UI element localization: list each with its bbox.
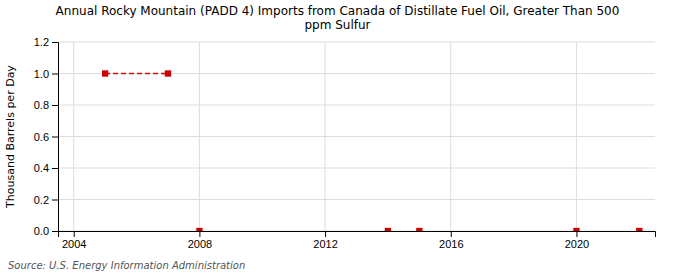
annotation: Source: U.S. Energy Information Administ… — [8, 260, 245, 271]
tick-mark — [576, 231, 577, 237]
tick-label: 0.6 — [34, 131, 49, 143]
tick-mark — [52, 105, 58, 106]
tick-mark — [74, 231, 75, 237]
tick-mark — [451, 231, 452, 237]
tick-label: 0.2 — [34, 194, 49, 206]
grid-line — [58, 168, 655, 169]
grid-line — [73, 42, 74, 231]
tick-label: 1.0 — [34, 68, 49, 80]
tick-label: 0.4 — [34, 162, 49, 174]
tick: 0.2 — [34, 194, 58, 206]
marks — [102, 70, 642, 231]
tick-label: 2012 — [313, 238, 337, 250]
tick-mark — [199, 231, 200, 237]
y-axis-title: Thousand Barrels per Day — [4, 65, 17, 209]
tick-mark — [52, 231, 58, 232]
grid-line — [325, 42, 326, 231]
tick-mark — [325, 231, 326, 237]
tick: 0.4 — [34, 162, 58, 174]
tick-label: 2020 — [565, 238, 589, 250]
grid-line — [58, 199, 655, 200]
tick-label: 1.2 — [34, 36, 49, 48]
tick-label: 2004 — [62, 238, 86, 250]
tick: 2004 — [62, 231, 86, 250]
line — [105, 73, 168, 75]
tick-mark — [52, 200, 58, 201]
grid-line — [58, 136, 655, 137]
tick: 0.8 — [34, 99, 58, 111]
point — [573, 228, 579, 231]
x-axis-line — [59, 232, 656, 238]
title: Annual Rocky Mountain (PADD 4) Imports f… — [56, 4, 620, 32]
tick-mark — [52, 168, 58, 169]
grid-line — [199, 42, 200, 231]
plot: 2004 2008 2012 2016 2020 0.0 0.2 0.4 0.6 0.8 1.0 1.… — [34, 36, 656, 250]
tick: 2012 — [313, 231, 337, 250]
tick: 2020 — [565, 231, 589, 250]
point — [196, 228, 202, 231]
tick: 1.2 — [34, 36, 58, 48]
grid-line — [450, 42, 451, 231]
y-axis-line — [52, 43, 59, 232]
grid-line — [576, 42, 577, 231]
tick: 0.6 — [34, 131, 58, 143]
grid-line — [58, 42, 655, 43]
x-axis: 2004 2008 2012 2016 2020 — [59, 231, 656, 250]
point — [385, 228, 391, 231]
y-axis: 0.0 0.2 0.4 0.6 0.8 1.0 1.2 — [34, 36, 59, 237]
grid-line — [58, 105, 655, 106]
tick-label: 2016 — [439, 238, 463, 250]
tick-mark — [52, 42, 58, 43]
tick-mark — [52, 137, 58, 138]
chart: 2004 2008 2012 2016 2020 0.0 0.2 0.4 0.6 0.8 1.0 1.… — [0, 0, 675, 275]
tick-label: 0.0 — [34, 225, 49, 237]
tick-mark — [52, 74, 58, 75]
tick-label: 2008 — [188, 238, 212, 250]
tick: 1.0 — [34, 68, 58, 80]
grid — [58, 42, 655, 231]
grid-line — [58, 73, 655, 74]
point — [636, 228, 642, 231]
tick: 2016 — [439, 231, 463, 250]
tick: 0.0 — [34, 225, 58, 237]
point — [416, 228, 422, 231]
tick: 2008 — [188, 231, 212, 250]
tick-label: 0.8 — [34, 99, 49, 111]
